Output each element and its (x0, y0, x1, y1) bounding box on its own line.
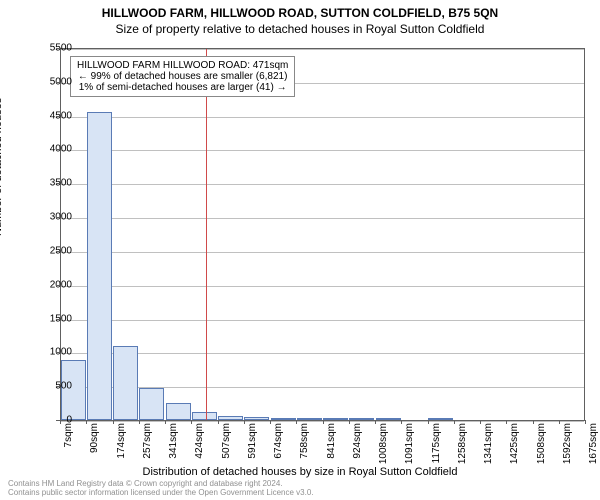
x-tick (113, 420, 114, 424)
grid-line (60, 218, 584, 219)
y-tick-label: 1500 (32, 313, 72, 324)
histogram-bar (192, 412, 217, 420)
y-tick (56, 217, 60, 218)
grid-line (60, 150, 584, 151)
y-tick-label: 3000 (32, 212, 72, 223)
y-tick-label: 5500 (32, 43, 72, 54)
x-tick (296, 420, 297, 424)
y-tick (56, 48, 60, 49)
x-tick-label: 841sqm (326, 423, 337, 459)
grid-line (60, 286, 584, 287)
grid-line (60, 353, 584, 354)
x-tick-label: 924sqm (352, 423, 363, 459)
y-tick (56, 386, 60, 387)
footer-line-1: Contains HM Land Registry data © Crown c… (8, 479, 314, 489)
y-tick (56, 149, 60, 150)
x-tick (218, 420, 219, 424)
footer-line-2: Contains public sector information licen… (8, 488, 314, 498)
footer-attribution: Contains HM Land Registry data © Crown c… (8, 479, 314, 498)
x-tick-label: 1341sqm (483, 423, 494, 464)
y-tick-label: 1000 (32, 347, 72, 358)
x-tick (165, 420, 166, 424)
x-tick-label: 1175sqm (431, 423, 442, 463)
x-tick-label: 257sqm (142, 423, 153, 459)
x-tick-label: 1508sqm (536, 423, 547, 464)
x-tick (375, 420, 376, 424)
y-tick (56, 352, 60, 353)
x-tick (323, 420, 324, 424)
grid-line (60, 320, 584, 321)
page-title-2: Size of property relative to detached ho… (0, 20, 600, 36)
y-tick-label: 2500 (32, 245, 72, 256)
annotation-line-1: HILLWOOD FARM HILLWOOD ROAD: 471sqm (77, 60, 288, 71)
y-tick-label: 4500 (32, 110, 72, 121)
annotation-line-3: 1% of semi-detached houses are larger (4… (77, 82, 288, 93)
y-tick-label: 4000 (32, 144, 72, 155)
x-tick (480, 420, 481, 424)
x-tick-label: 341sqm (168, 423, 179, 459)
chart-plot-area (60, 48, 585, 420)
annotation-line-2: ← 99% of detached houses are smaller (6,… (77, 71, 288, 82)
histogram-bar (87, 112, 112, 420)
x-tick-label: 7sqm (63, 423, 74, 447)
x-axis-title: Distribution of detached houses by size … (0, 466, 600, 478)
y-tick (56, 251, 60, 252)
x-tick-label: 507sqm (221, 423, 232, 459)
y-tick (56, 183, 60, 184)
x-tick-label: 1592sqm (562, 423, 573, 464)
x-tick (60, 420, 61, 424)
x-tick-label: 1675sqm (588, 423, 599, 464)
x-tick-label: 1258sqm (457, 423, 468, 464)
y-axis-title: Number of detached houses (0, 98, 4, 236)
grid-line (60, 252, 584, 253)
x-tick-label: 1008sqm (378, 423, 389, 464)
x-tick (428, 420, 429, 424)
histogram-bar (113, 346, 138, 420)
y-tick-label: 500 (32, 381, 72, 392)
histogram-bar (139, 388, 164, 420)
x-tick (454, 420, 455, 424)
y-tick-label: 3500 (32, 178, 72, 189)
reference-line (206, 49, 207, 420)
x-tick (86, 420, 87, 424)
x-tick-label: 1425sqm (509, 423, 520, 464)
x-tick-label: 1091sqm (404, 423, 415, 464)
y-tick (56, 82, 60, 83)
x-tick-label: 758sqm (299, 423, 310, 459)
x-tick (506, 420, 507, 424)
x-tick-label: 674sqm (273, 423, 284, 459)
page-title-1: HILLWOOD FARM, HILLWOOD ROAD, SUTTON COL… (0, 0, 600, 20)
y-tick (56, 116, 60, 117)
x-tick (559, 420, 560, 424)
x-tick-label: 90sqm (89, 423, 100, 453)
x-tick (585, 420, 586, 424)
y-axis-line (60, 48, 61, 420)
x-tick (401, 420, 402, 424)
grid-line (60, 184, 584, 185)
x-tick (244, 420, 245, 424)
x-tick (139, 420, 140, 424)
x-tick-label: 174sqm (116, 423, 127, 459)
y-tick-label: 2000 (32, 279, 72, 290)
y-tick (56, 285, 60, 286)
grid-line (60, 117, 584, 118)
histogram-bar (166, 403, 191, 420)
x-tick (191, 420, 192, 424)
y-tick-label: 5000 (32, 76, 72, 87)
grid-line (60, 49, 584, 50)
x-tick-label: 591sqm (247, 423, 258, 459)
x-tick (349, 420, 350, 424)
annotation-callout: HILLWOOD FARM HILLWOOD ROAD: 471sqm ← 99… (70, 56, 295, 97)
x-tick (533, 420, 534, 424)
y-tick (56, 319, 60, 320)
x-tick-label: 424sqm (194, 423, 205, 459)
x-tick (270, 420, 271, 424)
